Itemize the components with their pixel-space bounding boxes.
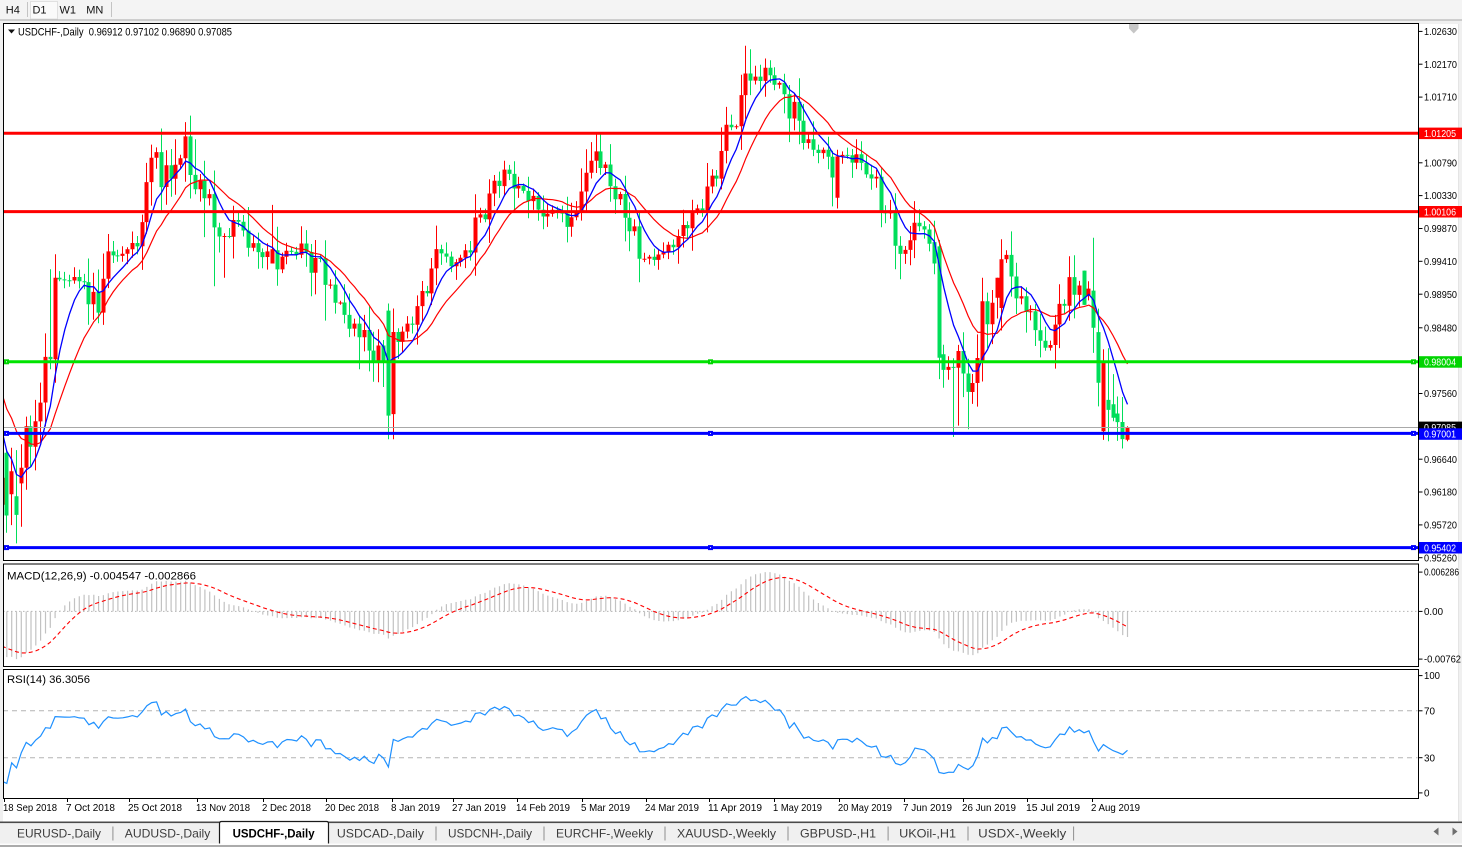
svg-text:7 Jun 2019: 7 Jun 2019 (903, 802, 952, 814)
svg-text:0.95402: 0.95402 (1424, 542, 1456, 554)
svg-text:MN: MN (86, 5, 103, 17)
svg-text:26 Jun 2019: 26 Jun 2019 (962, 802, 1016, 814)
svg-text:24 Mar 2019: 24 Mar 2019 (645, 802, 699, 814)
svg-text:0.96180: 0.96180 (1424, 487, 1457, 499)
svg-text:1.01205: 1.01205 (1424, 128, 1456, 140)
svg-text:20 Dec 2018: 20 Dec 2018 (325, 802, 379, 814)
svg-text:0.95260: 0.95260 (1424, 552, 1457, 564)
svg-text:100: 100 (1424, 670, 1440, 682)
svg-text:0.98950: 0.98950 (1424, 289, 1457, 301)
svg-text:0.00: 0.00 (1424, 606, 1443, 618)
svg-text:0.97001: 0.97001 (1424, 429, 1456, 441)
svg-text:27 Jan 2019: 27 Jan 2019 (452, 802, 506, 814)
svg-text:8 Jan 2019: 8 Jan 2019 (391, 802, 440, 814)
svg-text:1.01710: 1.01710 (1424, 92, 1457, 104)
svg-text:0.97560: 0.97560 (1424, 388, 1457, 400)
svg-text:H4: H4 (6, 5, 20, 17)
svg-text:MACD(12,26,9) -0.004547 -0.002: MACD(12,26,9) -0.004547 -0.002866 (7, 571, 196, 583)
svg-text:W1: W1 (60, 5, 77, 17)
svg-text:1.00106: 1.00106 (1424, 206, 1456, 218)
svg-text:25 Oct 2018: 25 Oct 2018 (128, 802, 182, 814)
svg-text:18 Sep 2018: 18 Sep 2018 (3, 802, 57, 814)
svg-text:USDCHF-,Daily 0.96912 0.97102: USDCHF-,Daily 0.96912 0.97102 0.96890 0.… (18, 27, 232, 39)
svg-text:11 Apr 2019: 11 Apr 2019 (708, 802, 762, 814)
svg-text:USDX-,Weekly: USDX-,Weekly (978, 827, 1066, 841)
svg-text:1.02170: 1.02170 (1424, 59, 1457, 71)
svg-text:0.99870: 0.99870 (1424, 223, 1457, 235)
svg-text:0.95720: 0.95720 (1424, 520, 1457, 532)
svg-text:0.006286: 0.006286 (1424, 567, 1459, 579)
svg-text:30: 30 (1424, 752, 1435, 764)
svg-text:-0.00762: -0.00762 (1424, 654, 1461, 666)
svg-text:D1: D1 (32, 5, 46, 17)
svg-text:1.02630: 1.02630 (1424, 26, 1457, 38)
svg-text:15 Jul 2019: 15 Jul 2019 (1026, 802, 1080, 814)
svg-text:0.99410: 0.99410 (1424, 256, 1457, 268)
svg-text:UKOil-,H1: UKOil-,H1 (899, 827, 956, 841)
svg-text:RSI(14) 36.3056: RSI(14) 36.3056 (7, 674, 90, 686)
svg-text:13 Nov 2018: 13 Nov 2018 (196, 802, 250, 814)
svg-text:0.98480: 0.98480 (1424, 322, 1457, 334)
svg-text:2 Aug 2019: 2 Aug 2019 (1091, 802, 1140, 814)
svg-text:USDCHF-,Daily: USDCHF-,Daily (233, 827, 315, 841)
svg-text:1.00330: 1.00330 (1424, 190, 1457, 202)
svg-text:70: 70 (1424, 705, 1435, 717)
svg-text:14 Feb 2019: 14 Feb 2019 (516, 802, 570, 814)
svg-text:EURUSD-,Daily: EURUSD-,Daily (17, 827, 101, 841)
svg-text:20 May 2019: 20 May 2019 (838, 802, 892, 814)
svg-text:0: 0 (1424, 788, 1430, 800)
svg-text:2 Dec 2018: 2 Dec 2018 (262, 802, 311, 814)
svg-text:USDCNH-,Daily: USDCNH-,Daily (448, 827, 532, 841)
svg-text:EURCHF-,Weekly: EURCHF-,Weekly (556, 827, 653, 841)
svg-text:XAUUSD-,Weekly: XAUUSD-,Weekly (677, 827, 776, 841)
svg-text:5 Mar 2019: 5 Mar 2019 (581, 802, 630, 814)
svg-text:7 Oct 2018: 7 Oct 2018 (66, 802, 115, 814)
svg-text:1.00790: 1.00790 (1424, 157, 1457, 169)
svg-text:AUDUSD-,Daily: AUDUSD-,Daily (125, 827, 211, 841)
svg-text:USDCAD-,Daily: USDCAD-,Daily (337, 827, 424, 841)
svg-text:1 May 2019: 1 May 2019 (773, 802, 822, 814)
svg-text:0.96640: 0.96640 (1424, 454, 1457, 466)
svg-text:0.98004: 0.98004 (1424, 357, 1456, 369)
svg-text:GBPUSD-,H1: GBPUSD-,H1 (800, 827, 876, 841)
